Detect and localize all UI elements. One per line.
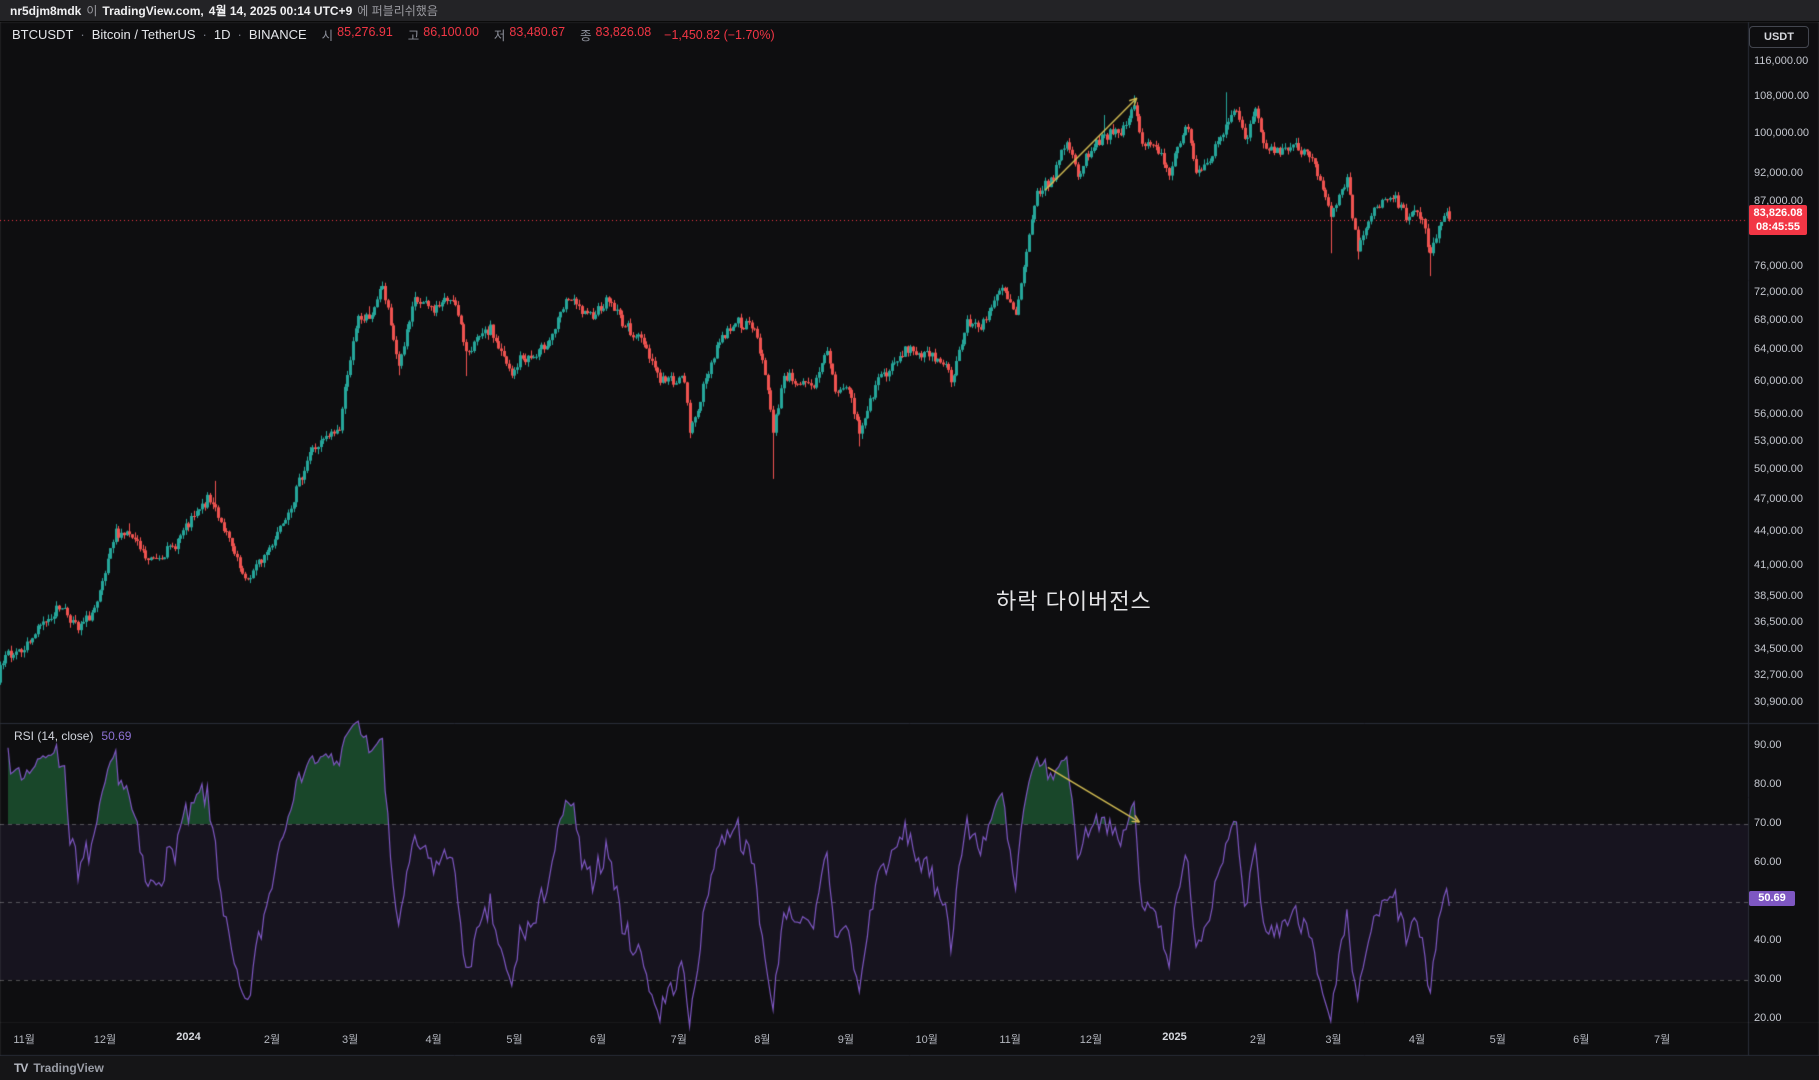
rsi-axis-label: 60.00 bbox=[1754, 856, 1782, 868]
price-axis-label: 30,900.00 bbox=[1754, 696, 1803, 709]
price-axis-label: 60,000.00 bbox=[1754, 374, 1803, 387]
last-price-badge: 83,826.08 08:45:55 bbox=[1749, 204, 1807, 235]
rsi-value-badge: 50.69 bbox=[1749, 891, 1795, 907]
time-axis-label: 12월 bbox=[1079, 1034, 1103, 1046]
price-axis-label: 116,000.00 bbox=[1754, 55, 1809, 68]
time-axis-label: 4월 bbox=[1408, 1034, 1426, 1046]
separator-dot: · bbox=[237, 27, 242, 42]
publisher-username[interactable]: nr5djm8mdk bbox=[10, 3, 82, 18]
separator-dot: · bbox=[202, 27, 207, 42]
rsi-axis-label: 30.00 bbox=[1754, 973, 1782, 985]
time-axis[interactable]: 11월 12월 2024 2월 3월 4월 5월 6월 7월 8월 9월 10월 11월 12월 2025 2… bbox=[0, 1022, 1748, 1056]
rsi-axis-label: 40.00 bbox=[1754, 934, 1782, 946]
rsi-current-value: 50.69 bbox=[101, 729, 132, 743]
rsi-axis-label: 20.00 bbox=[1754, 1012, 1782, 1024]
price-axis[interactable]: 116,000.00 108,000.00 100,000.00 92,000.00 8… bbox=[1748, 22, 1819, 1024]
time-axis-label: 2월 bbox=[1249, 1034, 1267, 1046]
publish-bar: nr5djm8mdk 이 TradingView.com, 4월 14, 202… bbox=[0, 0, 1819, 22]
time-axis-label: 7월 bbox=[1653, 1034, 1671, 1046]
price-axis-label: 68,000.00 bbox=[1754, 314, 1803, 326]
tradingview-logo-text[interactable]: TradingView bbox=[33, 1061, 104, 1075]
time-axis-label: 4월 bbox=[425, 1034, 442, 1046]
last-price-value: 83,826.08 bbox=[1753, 206, 1803, 219]
price-axis-label: 53,000.00 bbox=[1754, 434, 1803, 447]
close-label: 종 bbox=[580, 29, 592, 43]
time-axis-label: 6월 bbox=[589, 1034, 607, 1046]
time-axis-label: 5월 bbox=[506, 1034, 523, 1046]
symbol-info-bar[interactable]: BTCUSDT · Bitcoin / TetherUS · 1D · BINA… bbox=[12, 25, 775, 44]
price-axis-label: 56,000.00 bbox=[1754, 408, 1803, 421]
time-axis-label: 2월 bbox=[263, 1034, 281, 1046]
time-axis-label: 3월 bbox=[1325, 1034, 1342, 1046]
rsi-axis-label: 80.00 bbox=[1754, 778, 1782, 790]
price-axis-label: 36,500.00 bbox=[1754, 615, 1803, 628]
high-label: 고 bbox=[407, 29, 420, 43]
ohlc-open: 시 85,276.91 bbox=[322, 25, 393, 44]
rsi-axis-label: 90.00 bbox=[1754, 739, 1782, 751]
ohlc-high: 고 86,100.00 bbox=[408, 25, 479, 44]
ohlc-low: 저 83,480.67 bbox=[494, 25, 565, 44]
publish-suffix: 에 퍼블리쉬했음 bbox=[357, 4, 438, 18]
rsi-indicator-header[interactable]: RSI (14, close) 50.69 bbox=[14, 729, 131, 743]
bar-countdown: 08:45:55 bbox=[1755, 220, 1801, 233]
time-axis-label: 8월 bbox=[754, 1034, 771, 1046]
rsi-axis-label: 70.00 bbox=[1754, 817, 1782, 829]
exchange-label: BINANCE bbox=[248, 27, 307, 42]
time-axis-label: 12월 bbox=[93, 1034, 117, 1046]
price-axis-label: 100,000.00 bbox=[1754, 127, 1810, 140]
time-axis-label: 6월 bbox=[1573, 1034, 1590, 1046]
price-axis-label: 50,000.00 bbox=[1754, 463, 1803, 476]
time-axis-label: 2025 bbox=[1162, 1031, 1187, 1043]
price-axis-label: 92,000.00 bbox=[1754, 167, 1803, 180]
publish-source-link[interactable]: TradingView.com, bbox=[102, 3, 204, 18]
time-axis-label: 5월 bbox=[1489, 1034, 1506, 1046]
low-label: 저 bbox=[493, 29, 506, 43]
separator-dot: · bbox=[80, 27, 85, 42]
price-axis-label: 41,000.00 bbox=[1754, 559, 1803, 572]
price-axis-label: 34,500.00 bbox=[1754, 642, 1803, 655]
symbol-description: Bitcoin / TetherUS bbox=[91, 27, 196, 42]
price-axis-label: 72,000.00 bbox=[1754, 286, 1803, 299]
low-value: 83,480.67 bbox=[509, 25, 566, 39]
rsi-title: RSI (14, close) bbox=[14, 729, 94, 743]
bearish-divergence-annotation[interactable]: 하락 다이버전스 bbox=[996, 589, 1152, 614]
tradingview-logo-icon: TV bbox=[14, 1061, 28, 1075]
symbol-name[interactable]: BTCUSDT bbox=[12, 27, 74, 42]
time-axis-label: 3월 bbox=[342, 1034, 359, 1046]
change-value: −1,450.82 (−1.70%) bbox=[664, 27, 775, 42]
currency-toggle-button[interactable]: USDT bbox=[1749, 26, 1809, 48]
ohlc-close: 종 83,826.08 bbox=[580, 25, 651, 44]
time-axis-label: 11월 bbox=[13, 1034, 35, 1046]
price-axis-label: 64,000.00 bbox=[1754, 343, 1803, 356]
time-axis-label: 7월 bbox=[670, 1034, 687, 1046]
open-value: 85,276.91 bbox=[337, 25, 393, 39]
time-axis-label: 9월 bbox=[837, 1034, 854, 1046]
price-axis-label: 44,000.00 bbox=[1754, 525, 1803, 538]
price-axis-label: 76,000.00 bbox=[1754, 260, 1803, 273]
price-axis-label: 32,700.00 bbox=[1754, 668, 1803, 681]
price-axis-label: 108,000.00 bbox=[1754, 89, 1810, 102]
price-axis-label: 47,000.00 bbox=[1754, 493, 1803, 506]
price-axis-label: 38,500.00 bbox=[1754, 589, 1803, 602]
open-label: 시 bbox=[321, 29, 334, 43]
price-axis-label: 87,000.00 bbox=[1754, 194, 1803, 207]
publish-date: 4월 14, 2025 00:14 UTC+9 bbox=[208, 4, 353, 18]
time-axis-label: 11월 bbox=[999, 1034, 1021, 1046]
publish-connector: 이 bbox=[86, 4, 98, 18]
footer-bar: TV TradingView bbox=[0, 1056, 1819, 1080]
high-value: 86,100.00 bbox=[423, 25, 479, 39]
time-axis-label: 2024 bbox=[176, 1031, 201, 1043]
time-axis-label: 10월 bbox=[915, 1034, 938, 1046]
close-value: 83,826.08 bbox=[595, 25, 652, 39]
interval-label[interactable]: 1D bbox=[213, 27, 231, 42]
